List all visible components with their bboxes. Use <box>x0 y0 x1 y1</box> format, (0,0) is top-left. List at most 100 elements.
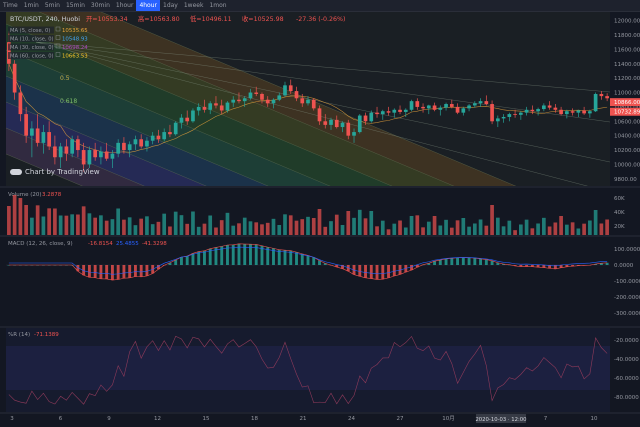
time-tick: 10月 <box>442 415 455 422</box>
macd-hist-bar <box>116 265 120 280</box>
candle-body <box>18 92 23 115</box>
candle-body <box>536 109 540 112</box>
macd-tick: -300.0000 <box>614 311 640 317</box>
candle-body <box>599 93 604 97</box>
macd-hist-bar <box>553 265 557 269</box>
price-tick: 10000.00 <box>614 162 640 168</box>
volume-bar <box>93 217 98 235</box>
volume-tick: 20K <box>614 224 625 230</box>
volume-bar <box>570 222 575 235</box>
ma-price: 10732.89 <box>614 110 640 116</box>
volume-bar <box>248 221 253 235</box>
macd-tick: -200.0000 <box>614 295 640 301</box>
price-tick: 11200.00 <box>614 76 640 82</box>
volume-bar <box>576 228 581 235</box>
volume-bar <box>559 216 563 235</box>
timeframe-15min[interactable]: 15min <box>65 2 85 9</box>
legend-change: -27.36 (-0.26%) <box>296 16 346 23</box>
timeframe-1hour[interactable]: 1hour <box>115 2 134 9</box>
indicator-row-bg <box>8 43 54 51</box>
macd-hist-bar <box>502 264 506 265</box>
candle-body <box>403 109 408 112</box>
volume-bar <box>81 206 86 235</box>
macd-hist-bar <box>110 265 114 281</box>
macd-hist-bar <box>82 265 86 276</box>
timeframe-time[interactable]: Time <box>3 2 18 9</box>
price-chart[interactable]: 0.5 0.618 BTC/USDT, 240, Huobi 开=10553.34 高=… <box>0 12 640 427</box>
macd-hist-bar <box>525 265 529 267</box>
macd-hist-bar <box>174 259 178 265</box>
macd-hist-bar <box>306 255 310 265</box>
candle-body <box>196 106 201 111</box>
candle-body <box>472 103 477 106</box>
legend-high: 高=10563.80 <box>138 14 180 23</box>
fib-line <box>6 75 269 186</box>
macd-hist-bar <box>548 265 552 269</box>
timeframe-1day[interactable]: 1day <box>163 2 178 9</box>
timeframe-30min[interactable]: 30min <box>90 2 110 9</box>
volume-bar <box>202 223 207 235</box>
candle-body <box>145 140 149 147</box>
indicator-value: 10548.93 <box>62 37 88 43</box>
timeframe-1mon[interactable]: 1mon <box>209 2 227 9</box>
cloud-icon <box>10 169 22 175</box>
macd-tick: 100.0000 <box>614 247 640 253</box>
volume-bar <box>409 216 414 235</box>
time-tick: 21 <box>300 416 307 422</box>
macd-hist-bar <box>249 244 252 265</box>
volume-bar <box>58 215 63 235</box>
timeframe-1week[interactable]: 1week <box>183 2 204 9</box>
volume-bar <box>150 224 155 235</box>
eye-icon <box>55 26 61 32</box>
candle-body <box>484 101 489 105</box>
candle-body <box>168 132 172 135</box>
wr-tick: -60.0000 <box>614 376 639 382</box>
macd-hist-bar <box>576 265 580 266</box>
macd-hist-bar <box>392 265 396 276</box>
indicator-name: MA (5, close, 0) <box>10 28 50 34</box>
macd-hist-bar <box>369 265 373 279</box>
macd-hist-bar <box>364 265 367 278</box>
macd-hist-bar <box>128 265 132 278</box>
volume-bar <box>283 214 287 235</box>
candle-body <box>363 115 368 122</box>
volume-bar <box>553 222 558 235</box>
wr-value: -71.1389 <box>34 332 59 338</box>
timeframe-5min[interactable]: 5min <box>44 2 60 9</box>
wr-tick: -80.0000 <box>614 395 639 401</box>
candle-body <box>133 139 138 145</box>
macd-hist-bar <box>237 243 241 265</box>
candle-body <box>248 92 253 99</box>
macd-hist-bar <box>185 256 189 265</box>
timeframe-1min[interactable]: 1min <box>23 2 39 9</box>
price-tick: 11400.00 <box>614 62 640 68</box>
timeframe-toolbar: Time 1min 5min 15min 30min 1hour 4hour 1day 1wee… <box>0 0 640 12</box>
ma-price-tag <box>610 107 640 116</box>
volume-bar <box>455 220 460 235</box>
candle-body <box>357 115 362 133</box>
candle-body <box>380 111 385 115</box>
candle-body <box>306 99 310 104</box>
candle-body <box>547 105 552 108</box>
time-tick: 10 <box>591 416 598 422</box>
fan-line <box>35 41 589 186</box>
candle-body <box>225 102 230 111</box>
legend-low: 低=10496.11 <box>190 14 232 23</box>
candle-body <box>110 153 115 159</box>
macd-hist-bar <box>536 265 540 268</box>
candle-body <box>58 146 63 158</box>
candle-body <box>81 150 86 165</box>
macd-hist-bar <box>312 257 316 265</box>
candle-body <box>93 150 98 158</box>
macd-hist-bar <box>300 253 304 265</box>
volume-bar <box>524 219 529 235</box>
price-tick: 10600.00 <box>614 119 640 125</box>
volume-bar <box>467 226 471 235</box>
indicator-row-bg <box>8 26 54 34</box>
timeframe-4hour[interactable]: 4hour <box>136 0 160 11</box>
wr-title: %R (14) <box>8 332 30 338</box>
macd-hist-bar <box>122 265 126 279</box>
wr-tick: -20.0000 <box>614 338 639 344</box>
macd-tick: 0.0000 <box>614 263 634 269</box>
candle-body <box>444 104 448 108</box>
